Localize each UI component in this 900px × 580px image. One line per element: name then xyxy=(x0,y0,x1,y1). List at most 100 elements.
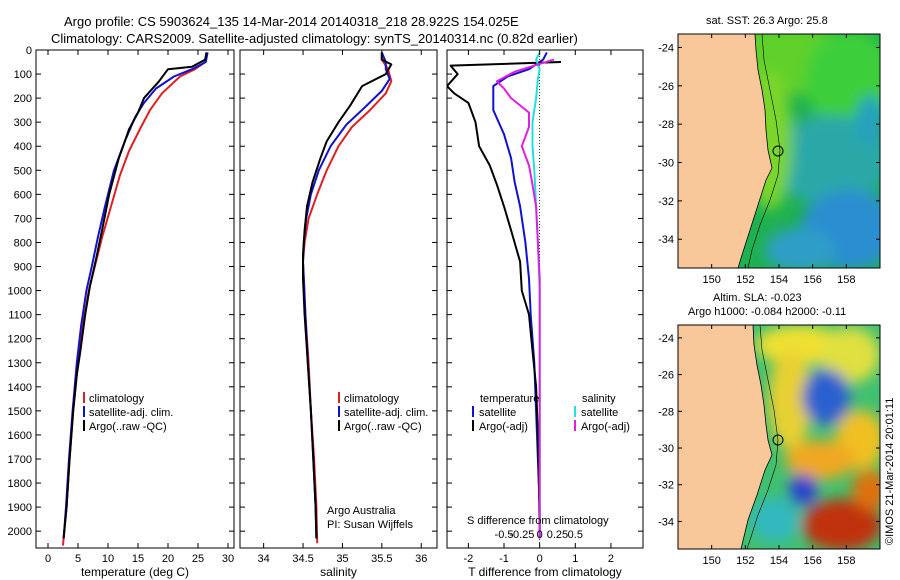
difference-xtick-label: -2 xyxy=(463,553,473,565)
sla-high-patch xyxy=(785,440,855,480)
difference-xtick-label: 0 xyxy=(537,553,543,565)
depth-tick-label: 400 xyxy=(14,141,32,153)
depth-tick-label: 1000 xyxy=(8,286,32,298)
legend-label-climatology: climatology xyxy=(344,393,400,405)
sst-map-ytick-label: -26 xyxy=(658,81,674,93)
sla-map-xtick-label: 154 xyxy=(770,555,788,567)
depth-tick-label: 100 xyxy=(14,69,32,81)
legend-label-sal-argo: Argo(-adj) xyxy=(581,421,630,433)
sst-map-ytick-label: -28 xyxy=(658,119,674,131)
sla-map-title: Altim. SLA: -0.023 xyxy=(713,292,802,304)
depth-tick-label: 700 xyxy=(14,213,32,225)
sla-low-patch xyxy=(750,498,800,542)
sla-high-patch xyxy=(768,350,812,450)
salinity-xtick-label: 36 xyxy=(415,553,427,565)
sst-map-title: sat. SST: 26.3 Argo: 25.8 xyxy=(706,15,828,27)
temperature-xtick-label: 20 xyxy=(162,553,174,565)
legend-label-satellite: satellite-adj. clim. xyxy=(89,407,173,419)
depth-tick-label: 500 xyxy=(14,165,32,177)
sst-map-ytick-label: -24 xyxy=(658,42,674,54)
difference-xlabel: T difference from climatology xyxy=(468,565,622,579)
sst-map-ytick-label: -32 xyxy=(658,196,674,208)
depth-tick-label: 2000 xyxy=(8,526,32,538)
sla-high-patch xyxy=(852,470,880,510)
depth-tick-label: 800 xyxy=(14,237,32,249)
sst-map-xtick-label: 156 xyxy=(803,274,821,286)
salinity-panel xyxy=(239,49,438,549)
sla-map-ytick-label: -30 xyxy=(658,443,674,455)
annotation-pi: PI: Susan Wijffels xyxy=(327,519,413,531)
salinity-xtick-label: 35.5 xyxy=(371,553,392,565)
salinity-xtick-label: 35 xyxy=(336,553,348,565)
s-difference-tick-label: 0.5 xyxy=(568,529,583,541)
legend-label-argo: Argo(..raw -QC) xyxy=(89,421,167,433)
temperature-xtick-label: 5 xyxy=(75,553,81,565)
sst-warm-patch xyxy=(805,34,880,130)
sst-map-xtick-label: 154 xyxy=(770,274,788,286)
sla-map-ytick-label: -26 xyxy=(658,370,674,382)
depth-tick-label: 1900 xyxy=(8,502,32,514)
legend-label-climatology: climatology xyxy=(89,393,145,405)
sst-map-xtick-label: 152 xyxy=(736,274,754,286)
s-difference-tick-label: 0.25 xyxy=(547,529,568,541)
legend-label-temp-satellite: satellite xyxy=(479,407,516,419)
temperature-legend: climatology satellite-adj. clim. Argo(..… xyxy=(83,392,173,433)
s-difference-tick-label: 0 xyxy=(537,529,543,541)
temperature-xtick-label: 15 xyxy=(132,553,144,565)
depth-tick-label: 1500 xyxy=(8,406,32,418)
temperature-xtick-label: 0 xyxy=(45,553,51,565)
temperature-panel xyxy=(35,49,235,549)
temperature-series-satellite-adj-clim xyxy=(62,52,209,539)
sst-map xyxy=(678,34,880,268)
sla-map-ytick-label: -34 xyxy=(658,516,674,528)
temperature-xlabel: temperature (deg C) xyxy=(81,565,189,579)
salinity-series-climatology xyxy=(302,52,393,544)
sla-map-xtick-label: 156 xyxy=(803,555,821,567)
sla-map-ytick-label: -28 xyxy=(658,406,674,418)
depth-tick-label: 1700 xyxy=(8,454,32,466)
sla-map-xtick-label: 152 xyxy=(736,555,754,567)
legend-label-satellite: satellite-adj. clim. xyxy=(344,407,428,419)
legend-label-temp-argo: Argo(-adj) xyxy=(479,421,528,433)
sla-map-ytick-label: -24 xyxy=(658,333,674,345)
legend-title-salinity: salinity xyxy=(582,393,616,405)
sla-low-patch xyxy=(802,369,850,425)
sla-map-ytick-label: -32 xyxy=(658,480,674,492)
sla-map-subtitle: Argo h1000: -0.084 h2000: -0.11 xyxy=(688,306,846,318)
sla-low-patch xyxy=(789,474,817,506)
header-line2: Climatology: CARS2009. Satellite-adjuste… xyxy=(51,31,578,46)
depth-tick-label: 1800 xyxy=(8,478,32,490)
salinity-legend: climatology satellite-adj. clim. Argo(..… xyxy=(338,392,428,433)
s-difference-label: S difference from climatology xyxy=(467,515,609,527)
sst-isobath xyxy=(747,34,781,268)
salinity-xtick-label: 34 xyxy=(258,553,270,565)
difference-series-salinity-argo-adj xyxy=(495,58,555,539)
salinity-series-satellite-adj-clim xyxy=(302,52,391,539)
s-difference-tick-label: -0.25 xyxy=(509,529,534,541)
annotation-argo-australia: Argo Australia xyxy=(327,505,396,517)
sla-map-xtick-label: 150 xyxy=(702,555,720,567)
salinity-xlabel: salinity xyxy=(320,565,357,579)
sla-high-patch xyxy=(802,499,880,549)
depth-tick-label: 600 xyxy=(14,189,32,201)
difference-series-temperature-argo-adj xyxy=(447,61,562,539)
depth-tick-label: 0 xyxy=(26,45,32,57)
s-difference-tick-label: -0.5 xyxy=(495,529,514,541)
legend-title-temperature: temperature xyxy=(480,393,539,405)
sst-land xyxy=(678,34,773,268)
depth-tick-label: 1100 xyxy=(8,310,32,322)
legend-label-sal-satellite: satellite xyxy=(581,407,618,419)
difference-panel xyxy=(446,49,644,549)
salinity-series-argo-raw-qc xyxy=(302,52,393,539)
sla-isobath xyxy=(746,325,779,549)
sst-map-xtick-label: 158 xyxy=(837,274,855,286)
header-line1: Argo profile: CS 5903624_135 14-Mar-2014… xyxy=(64,14,519,29)
sst-map-ytick-label: -30 xyxy=(658,158,674,170)
difference-xtick-label: 1 xyxy=(572,553,578,565)
depth-tick-label: 1200 xyxy=(8,334,32,346)
depth-tick-label: 900 xyxy=(14,262,32,274)
sst-float-marker xyxy=(772,145,784,157)
difference-xtick-label: -1 xyxy=(499,553,509,565)
difference-legend: temperature salinity satellite Argo(-adj… xyxy=(472,393,630,433)
